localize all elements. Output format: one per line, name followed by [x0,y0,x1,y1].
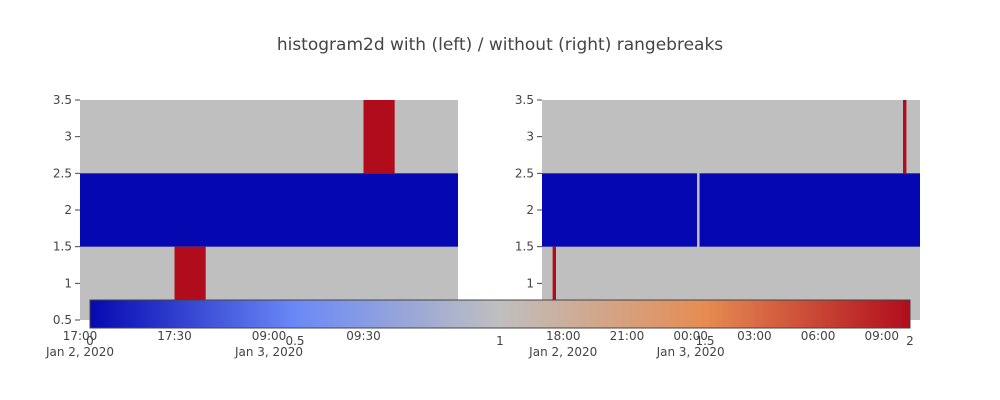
colorbar: 0 0.5 1 1.5 2 [86,299,914,348]
heatmap-cell [542,173,698,247]
colorbar-tick-label: 2 [906,334,914,348]
x-tick-label: 18:00 [546,329,581,343]
x-tick-label: 17:30 [157,329,192,343]
x-tick-sublabel: Jan 3, 2020 [234,345,303,359]
colorbar-tick-label: 0.5 [285,334,304,348]
y-tick-label: 1 [64,276,72,290]
y-tick-label: 3 [64,130,72,144]
y-tick-label: 3.5 [515,93,534,107]
colorbar-ticks: 0 0.5 1 1.5 2 [86,334,914,348]
colorbar-tick-label: 1.5 [695,334,714,348]
heatmap-cell [363,100,395,174]
y-tick-label: 1.5 [515,240,534,254]
x-tick-label: 00:00 [673,329,708,343]
colorbar-tick-label: 0 [86,334,94,348]
y-axis-right: 0.511.522.533.5 [515,93,542,327]
y-tick-label: 2.5 [515,166,534,180]
y-tick-label: 1.5 [53,240,72,254]
chart-title: histogram2d with (left) / without (right… [277,35,723,55]
x-tick-label: 03:00 [737,329,772,343]
y-tick-label: 0.5 [53,313,72,327]
y-tick-label: 1 [526,276,534,290]
y-axis-left: 0.5 1 1.5 2 2.5 3 3.5 [53,93,80,327]
colorbar-tick-label: 1 [496,334,504,348]
x-tick-label: 09:00 [864,329,899,343]
colorbar-gradient [89,299,911,329]
x-tick-sublabel: Jan 2, 2020 [528,345,597,359]
heatmap-cell [699,173,920,247]
y-tick-label: 2 [64,203,72,217]
x-axis-right: 18:00 Jan 2, 2020 21:00 00:00 Jan 3, 2020 03:… [528,329,899,359]
heatmap-cell [903,100,907,174]
x-tick-sublabel: Jan 2, 2020 [45,345,114,359]
heatmap-cell [80,173,458,247]
x-axis-left: 17:00 Jan 2, 2020 17:30 09:00 Jan 3, 2020 09:… [45,329,381,359]
x-tick-label: 09:30 [346,329,381,343]
y-tick-label: 2.5 [53,166,72,180]
x-tick-label: 21:00 [610,329,645,343]
heatmap-cell [552,246,557,320]
x-tick-sublabel: Jan 3, 2020 [656,345,725,359]
x-tick-label: 09:00 [252,329,287,343]
heatmap-panel-left: 0.5 1 1.5 2 2.5 3 3.5 17:00 Jan 2, 2020 17:30 09:… [45,93,458,359]
y-tick-label: 2 [526,203,534,217]
y-tick-label: 3.5 [53,93,72,107]
heatmap-cells-right [542,100,920,320]
y-tick-label: 3 [526,130,534,144]
x-tick-label: 06:00 [801,329,836,343]
heatmap-cells-left [80,100,458,320]
x-tick-label: 17:00 [63,329,98,343]
